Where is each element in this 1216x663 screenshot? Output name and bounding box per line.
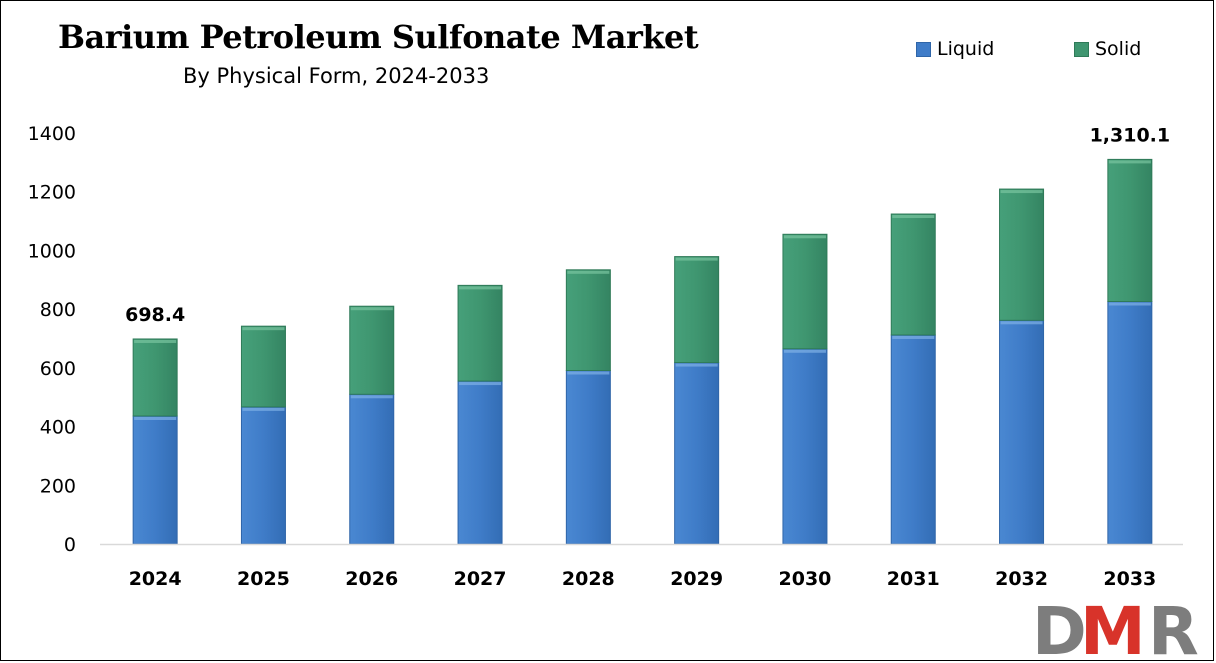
bar-liquid-bevel <box>892 335 935 339</box>
x-tick-label: 2026 <box>345 568 398 590</box>
bar-liquid-bevel <box>1108 302 1151 306</box>
bar-solid-2031 <box>890 213 936 336</box>
x-tick-label: 2030 <box>779 568 832 590</box>
bar-solid-bevel <box>567 270 610 274</box>
chart-title: Barium Petroleum Sulfonate Market <box>58 18 699 56</box>
bar-liquid-bevel <box>567 371 610 375</box>
y-tick-label: 0 <box>64 534 76 556</box>
x-tick-label: 2024 <box>129 568 182 590</box>
y-tick-label: 800 <box>40 299 76 321</box>
bar-solid-2026 <box>349 305 395 395</box>
bar-liquid-bevel <box>350 395 393 399</box>
dmr-logo: DM R <box>1032 593 1199 663</box>
bar-solid-bevel <box>459 286 502 290</box>
y-tick-label: 1400 <box>28 123 76 145</box>
bar-solid-bevel <box>892 215 935 219</box>
bar-liquid-bevel <box>675 363 718 367</box>
x-tick-label: 2031 <box>887 568 940 590</box>
bar-liquid-2025 <box>240 406 286 545</box>
legend-item-solid: Solid <box>1074 38 1141 60</box>
logo-letter-r: R <box>1148 593 1199 663</box>
x-tick-label: 2025 <box>237 568 290 590</box>
bars <box>132 158 1153 545</box>
logo-letter-d: D <box>1032 593 1087 663</box>
y-tick-label: 1000 <box>28 240 76 262</box>
legend-swatch-liquid <box>916 41 931 57</box>
x-tick-label: 2027 <box>454 568 507 590</box>
bar-liquid-2028 <box>565 369 611 545</box>
bar-liquid-2032 <box>999 319 1045 545</box>
x-tick-label: 2033 <box>1103 568 1156 590</box>
bar-liquid-2033 <box>1107 301 1153 545</box>
legend-swatch-solid <box>1074 41 1089 57</box>
y-axis: 0 200 400 600 800 1000 1200 1400 <box>28 123 76 556</box>
bar-liquid-bevel <box>242 407 285 411</box>
bar-solid-2030 <box>782 233 828 350</box>
bar-solid-bevel <box>1000 190 1043 194</box>
bar-liquid-2031 <box>890 334 936 545</box>
bar-liquid-bevel <box>134 417 177 421</box>
bar-solid-bevel <box>783 235 826 239</box>
y-tick-label: 1200 <box>28 182 76 204</box>
bar-liquid-2024 <box>132 415 178 545</box>
bar-liquid-2027 <box>457 380 503 545</box>
y-tick-label: 400 <box>40 417 76 439</box>
x-tick-label: 2028 <box>562 568 615 590</box>
bar-liquid-2026 <box>349 393 395 545</box>
y-tick-label: 600 <box>40 358 76 380</box>
data-label-2024: 698.4 <box>125 304 185 326</box>
bar-solid-2025 <box>240 325 286 408</box>
legend-item-liquid: Liquid <box>916 38 994 60</box>
bar-solid-2028 <box>565 269 611 371</box>
bar-solid-2029 <box>674 256 720 364</box>
bar-solid-bevel <box>350 307 393 311</box>
bar-liquid-2029 <box>674 362 720 545</box>
y-tick-label: 200 <box>40 475 76 497</box>
bar-liquid-bevel <box>1000 321 1043 325</box>
bar-solid-bevel <box>675 257 718 261</box>
bar-liquid-bevel <box>783 349 826 353</box>
legend-label-liquid: Liquid <box>937 38 995 60</box>
logo-letter-m: M <box>1080 593 1146 663</box>
x-axis: 2024 2025 2026 2027 2028 2029 2030 2031 2032 2033 <box>100 543 1183 590</box>
legend-label-solid: Solid <box>1095 38 1142 60</box>
x-tick-label: 2032 <box>995 568 1048 590</box>
data-label-2033: 1,310.1 <box>1090 124 1171 146</box>
bar-solid-bevel <box>242 327 285 331</box>
data-labels: 698.4 1,310.1 <box>125 124 1170 326</box>
legend: Liquid Solid <box>0 38 1216 64</box>
bar-liquid-bevel <box>459 382 502 386</box>
bar-liquid-2030 <box>782 348 828 545</box>
bar-solid-bevel <box>134 339 177 343</box>
chart-subtitle: By Physical Form, 2024-2033 <box>183 64 490 88</box>
x-tick-label: 2029 <box>670 568 723 590</box>
bar-solid-2032 <box>999 188 1045 321</box>
bar-solid-2024 <box>132 338 178 417</box>
bar-solid-bevel <box>1108 160 1151 164</box>
bar-solid-2033 <box>1107 158 1153 303</box>
bar-solid-2027 <box>457 284 503 382</box>
